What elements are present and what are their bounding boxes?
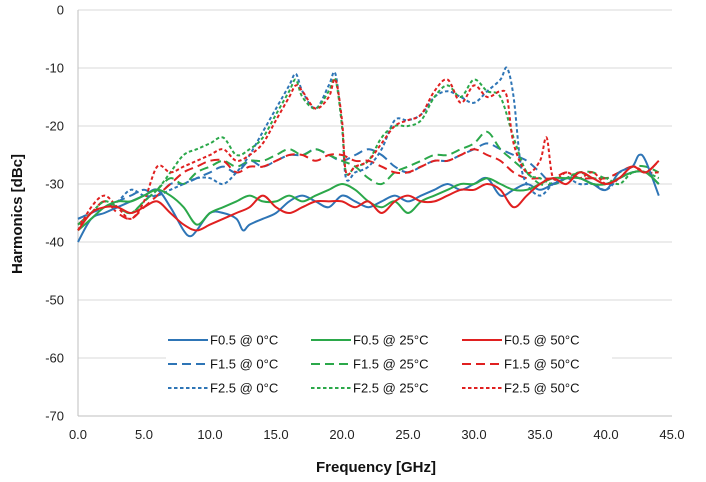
x-tick-label: 35.0 xyxy=(527,427,552,442)
legend-label: F1.5 @ 25°C xyxy=(353,357,428,372)
y-tick-label: 0 xyxy=(57,3,64,18)
x-tick-label: 25.0 xyxy=(395,427,420,442)
legend-label: F2.5 @ 0°C xyxy=(210,381,278,396)
series-layer xyxy=(77,66,660,243)
legend-label: F0.5 @ 0°C xyxy=(210,333,278,348)
x-tick-label: 10.0 xyxy=(197,427,222,442)
legend: F0.5 @ 0°C F0.5 @ 25°C F0.5 @ 50°C F1.5 @ 0… xyxy=(166,324,612,402)
legend-label: F1.5 @ 0°C xyxy=(210,357,278,372)
y-axis-title: Harmonics [dBc] xyxy=(9,154,26,274)
legend-box xyxy=(166,324,612,402)
x-tick-label: 0.0 xyxy=(69,427,87,442)
y-tick-label: -20 xyxy=(45,119,64,134)
x-tick-label: 45.0 xyxy=(659,427,684,442)
x-tick-label: 15.0 xyxy=(263,427,288,442)
y-tick-label: -50 xyxy=(45,293,64,308)
x-tick-label: 5.0 xyxy=(135,427,153,442)
x-tick-labels: 0.0 5.0 10.0 15.0 20.0 25.0 30.0 35.0 40.0 45.0 xyxy=(69,427,685,442)
series-line-6 xyxy=(77,66,660,220)
series-line-3 xyxy=(77,142,660,220)
y-tick-labels: 0 -10 -20 -30 -40 -50 -60 -70 xyxy=(45,3,64,424)
legend-label: F0.5 @ 25°C xyxy=(353,333,428,348)
x-tick-label: 30.0 xyxy=(461,427,486,442)
y-tick-label: -40 xyxy=(45,235,64,250)
series-line-8 xyxy=(77,78,659,231)
y-tick-label: -10 xyxy=(45,61,64,76)
series-line-2 xyxy=(77,160,660,232)
plot-area xyxy=(77,10,672,417)
x-axis-title: Frequency [GHz] xyxy=(316,459,436,476)
legend-label: F2.5 @ 25°C xyxy=(353,381,428,396)
y-tick-label: -70 xyxy=(45,409,64,424)
legend-label: F0.5 @ 50°C xyxy=(504,333,579,348)
y-tick-label: -60 xyxy=(45,351,64,366)
legend-label: F1.5 @ 50°C xyxy=(504,357,579,372)
y-tick-label: -30 xyxy=(45,177,64,192)
x-tick-label: 20.0 xyxy=(329,427,354,442)
x-tick-label: 40.0 xyxy=(593,427,618,442)
legend-label: F2.5 @ 50°C xyxy=(504,381,579,396)
